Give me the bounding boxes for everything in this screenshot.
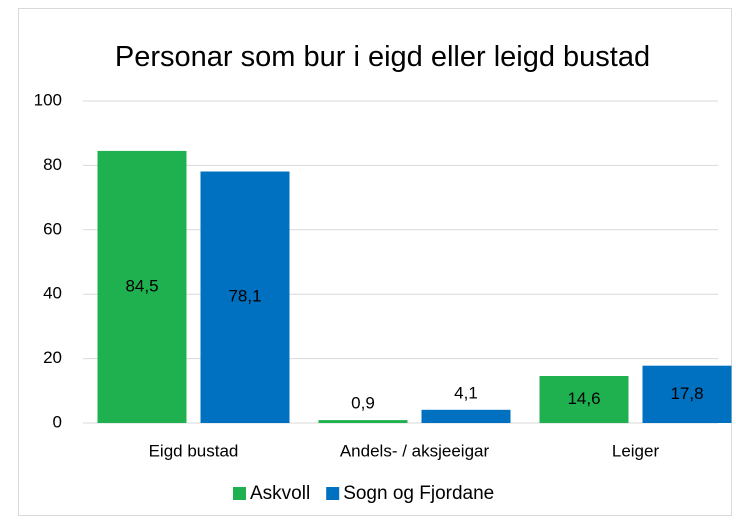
- legend-label: Askvoll: [250, 483, 310, 504]
- data-label: 17,8: [670, 384, 703, 403]
- bar: [318, 420, 408, 423]
- legend-swatch: [326, 487, 340, 500]
- bar: [642, 365, 732, 423]
- y-tick-label: 80: [43, 155, 62, 174]
- data-label: 4,1: [454, 383, 478, 402]
- data-label: 78,1: [228, 287, 261, 306]
- y-tick-label: 40: [43, 284, 62, 303]
- chart-title: Personar som bur i eigd eller leigd bust…: [114, 41, 651, 73]
- x-tick-label: Eigd bustad: [149, 441, 239, 460]
- data-label: 84,5: [125, 276, 158, 295]
- chart-frame: [18, 8, 732, 516]
- data-label: 0,9: [351, 394, 375, 413]
- y-tick-label: 60: [43, 219, 62, 238]
- legend-label: Sogn og Fjordane: [343, 483, 494, 504]
- legend-swatch: [233, 487, 246, 500]
- bar: [97, 150, 187, 423]
- data-label: 14,6: [567, 389, 600, 408]
- x-tick-label: Leiger: [612, 441, 660, 460]
- bar: [200, 171, 290, 423]
- y-tick-label: 20: [43, 348, 62, 367]
- bar: [539, 375, 629, 423]
- bar: [421, 409, 511, 423]
- y-tick-label: 100: [34, 90, 62, 109]
- y-tick-label: 0: [53, 412, 62, 431]
- x-tick-label: Andels- / aksjeeigar: [340, 441, 490, 460]
